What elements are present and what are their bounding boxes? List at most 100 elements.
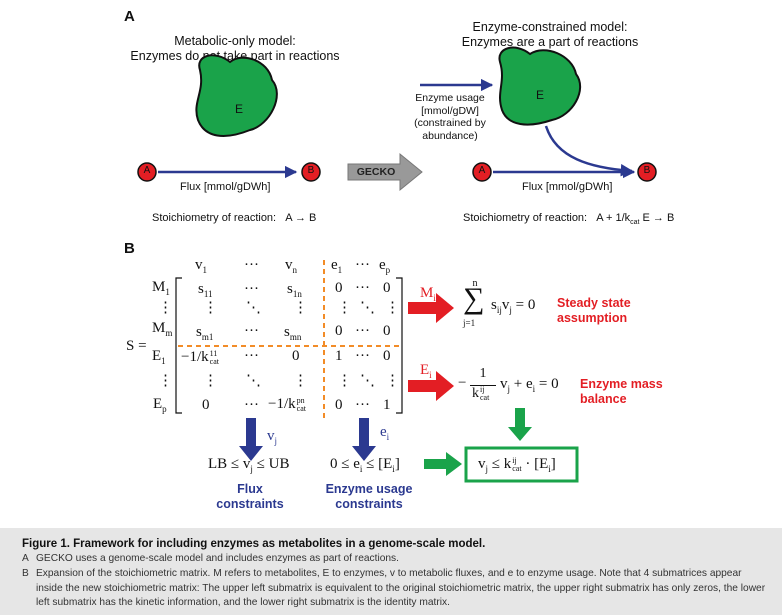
entry-dots-rep: ···: [244, 397, 259, 413]
mass-expr-eq: = 0: [535, 376, 559, 392]
stoich-right: Stoichiometry of reaction: A + 1/kcat E …: [463, 212, 674, 226]
final-constraint-box: [464, 446, 579, 483]
node-a-right: [472, 162, 492, 182]
entry-sm1-sub: m1: [201, 332, 214, 342]
final-constraint-a-sub: j: [485, 464, 489, 474]
sum-expression: sijvj = 0: [491, 297, 535, 315]
flux-arrow-var: v: [267, 428, 275, 444]
node-a-left: [137, 162, 157, 182]
usage-right-arrow: [424, 452, 462, 476]
usage-constraints-label: Enzyme usage constraints: [318, 482, 420, 512]
entry-one-re1: 1: [335, 348, 343, 364]
mass-expr-v-sub: j: [507, 384, 511, 394]
entry-kcat-pn-sup: pn: [296, 395, 305, 405]
node-a-right-label: A: [478, 165, 486, 176]
sum-expr-v-sub: j: [509, 305, 512, 315]
entry-smn-var: s: [284, 324, 290, 340]
caption-item-a-key: A: [22, 553, 29, 564]
usage-constraint-a: 0 ≤ e: [330, 456, 360, 472]
sum-top: n: [472, 278, 478, 289]
figure-caption-title: Figure 1. Framework for including enzyme…: [22, 538, 486, 550]
entry-ddots-r2e: ⋱: [360, 300, 375, 316]
mass-expr-plus: + e: [510, 376, 533, 392]
entry-vdots-r2c1: ⋮: [203, 300, 218, 316]
flux-constraint-a: LB ≤ v: [208, 456, 251, 472]
metabolic-model-title-line1: Metabolic-only model:: [174, 34, 296, 48]
entry-zero-r1cp: 0: [383, 280, 391, 296]
col-dots: ···: [244, 257, 259, 273]
gecko-arrow: [347, 152, 423, 192]
entry-smn-sub: mn: [289, 332, 302, 342]
usage-constraint-b: ≤ [E: [362, 456, 393, 472]
col-vn-var: v: [285, 257, 293, 273]
gecko-label: GECKO: [356, 166, 396, 178]
node-b-left-label: B: [307, 165, 315, 176]
row-e1-sub: 1: [161, 356, 166, 366]
final-constraint-d: ]: [550, 456, 556, 472]
mass-balance-line2: balance: [580, 392, 627, 406]
entry-zero-repc1: 0: [202, 397, 210, 413]
steady-state-line2: assumption: [557, 311, 628, 325]
stoich-right-reaction-b: E → B: [639, 212, 675, 224]
mass-balance-line1: Enzyme mass: [580, 377, 663, 391]
entry-dots-re1: ···: [244, 348, 259, 364]
enzyme-usage-label: Enzyme usage [mmol/gDW] (constrained by …: [400, 92, 500, 142]
final-constraint-expr: vj ≤ k ij cat · [Ei]: [478, 456, 556, 474]
entry-kcat-11-sub: cat: [209, 356, 219, 366]
enzyme-blob-right: [498, 46, 582, 126]
final-constraint-a: v: [478, 456, 486, 472]
caption-item-a: A GECKO uses a genome-scale model and in…: [22, 552, 770, 567]
enzyme-model-title-line1: Enzyme-constrained model:: [472, 20, 628, 34]
metabolite-arrow-sub: i: [433, 293, 436, 303]
stoich-right-reaction-sub: cat: [630, 219, 640, 227]
entry-one-rep: 1: [383, 397, 391, 413]
col-vn: vn: [285, 257, 297, 275]
enzyme-blob-left: [195, 54, 278, 137]
row-e1: E1: [152, 348, 166, 366]
metabolic-model-title-line2: Enzymes do not take part in reactions: [130, 49, 340, 63]
flux-constraint-b: ≤ UB: [252, 456, 290, 472]
entry-s11-sub: 11: [203, 289, 213, 299]
entry-vdots-r5c1: ⋮: [203, 373, 218, 389]
flux-constraints-label: Flux constraints: [205, 482, 295, 512]
mass-expr-v: v: [500, 376, 508, 392]
usage-arrow-var: e: [380, 424, 387, 440]
flux-arrow-label: vj: [267, 428, 277, 446]
flux-down-arrow: [239, 418, 263, 461]
entry-vdots-r5cn: ⋮: [293, 373, 308, 389]
entry-vdots-r2cn: ⋮: [293, 300, 308, 316]
usage-constraint-expr: 0 ≤ ei ≤ [Ei]: [330, 456, 400, 474]
enzyme-right-label: E: [535, 88, 544, 102]
mass-balance-label: Enzyme mass balance: [580, 377, 663, 407]
entry-kcat-11-base: −1/k: [181, 349, 209, 365]
entry-dots-r1e: ···: [355, 280, 370, 296]
entry-ddots-r5e: ⋱: [360, 373, 375, 389]
final-constraint-c: · [E: [521, 456, 549, 472]
panel-a-letter: A: [124, 8, 135, 25]
flux-label-left: Flux [mmol/gDWh]: [180, 181, 271, 193]
sum-expr-eq: = 0: [511, 297, 536, 313]
entry-zero-rmc1: 0: [335, 323, 343, 339]
flux-label-right: Flux [mmol/gDWh]: [522, 181, 613, 193]
enzyme-model-title: Enzyme-constrained model: Enzymes are a …: [430, 20, 670, 50]
caption-box: [0, 528, 782, 615]
entry-zero-rmcp: 0: [383, 323, 391, 339]
metabolite-arrow-label: Mi: [420, 285, 436, 303]
entry-smn: smn: [284, 324, 301, 342]
entry-kcat-pn-sub: cat: [296, 403, 306, 413]
entry-vdots-r5e1: ⋮: [337, 373, 352, 389]
sum-expr-s-sub: ij: [496, 305, 502, 315]
metabolite-row-arrow: [408, 293, 454, 323]
steady-state-label: Steady state assumption: [557, 296, 631, 326]
mass-expr-plus-sub: i: [532, 384, 536, 394]
enzyme-usage-line3: (constrained by: [414, 117, 486, 129]
row-e1-var: E: [152, 348, 162, 364]
matrix-left-bracket: [175, 277, 182, 414]
caption-item-b: B Expansion of the stoichiometric matrix…: [22, 567, 770, 611]
entry-s1n: s1n: [287, 281, 302, 299]
node-a-left-label: A: [143, 165, 151, 176]
col-vn-sub: n: [292, 265, 298, 275]
sum-bottom: j=1: [463, 318, 476, 328]
row-mm: Mm: [152, 320, 172, 338]
col-v1-sub: 1: [202, 265, 208, 275]
